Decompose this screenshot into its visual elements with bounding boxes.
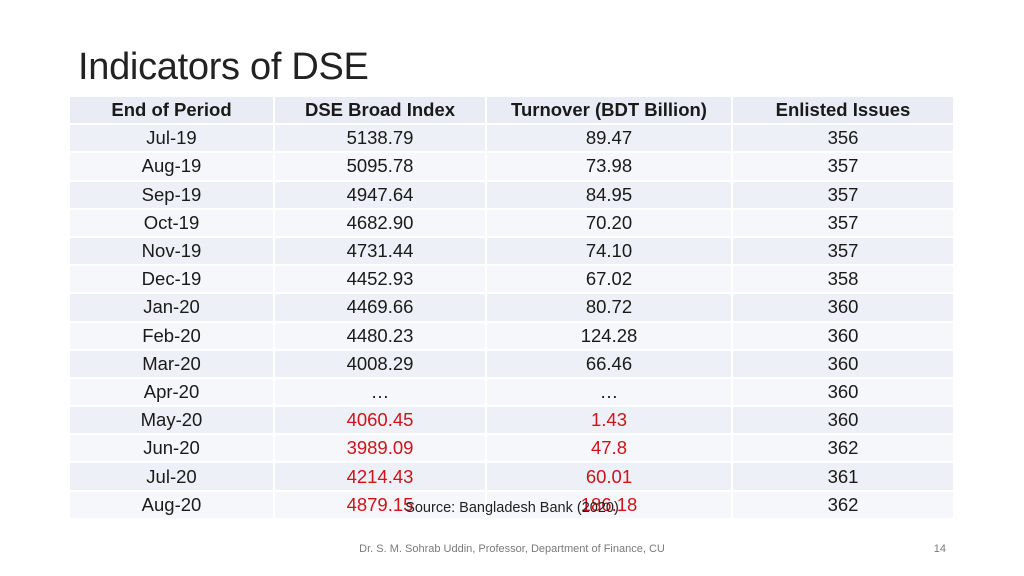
cell-period: Aug-19 [70, 152, 275, 182]
cell-turnover: … [486, 377, 733, 408]
header-dse-broad-index: DSE Broad Index [274, 97, 487, 126]
header-end-of-period: End of Period [70, 97, 275, 126]
cell-enlisted-issues: 362 [732, 490, 955, 520]
cell-period: Feb-20 [70, 321, 275, 351]
cell-turnover: 186.18 [486, 490, 733, 520]
cell-enlisted-issues: 361 [732, 462, 955, 492]
cell-turnover: 67.02 [486, 265, 733, 295]
cell-broad-index: 4480.23 [274, 321, 487, 351]
cell-enlisted-issues: 357 [732, 180, 955, 210]
cell-turnover: 73.98 [486, 152, 733, 182]
cell-period: Nov-19 [70, 236, 275, 267]
cell-enlisted-issues: 357 [732, 236, 955, 267]
table-row: Sep-19 4947.64 84.95 357 [70, 180, 955, 210]
cell-turnover: 1.43 [486, 406, 733, 436]
table-row: Mar-20 4008.29 66.46 360 [70, 349, 955, 379]
cell-broad-index: 4452.93 [274, 265, 487, 295]
cell-broad-index: 4060.45 [274, 406, 487, 436]
table-row: Jul-20 4214.43 60.01 361 [70, 462, 955, 492]
cell-period: Apr-20 [70, 377, 275, 408]
cell-period: Dec-19 [70, 265, 275, 295]
cell-broad-index: 3989.09 [274, 434, 487, 464]
table-row: May-20 4060.45 1.43 360 [70, 406, 955, 436]
cell-broad-index: 4008.29 [274, 349, 487, 379]
cell-enlisted-issues: 358 [732, 265, 955, 295]
cell-period: Sep-19 [70, 180, 275, 210]
cell-turnover: 84.95 [486, 180, 733, 210]
cell-broad-index: 4469.66 [274, 293, 487, 323]
table-body: Jul-19 5138.79 89.47 356 Aug-19 5095.78 73.98 3… [70, 124, 955, 520]
cell-turnover: 74.10 [486, 236, 733, 267]
cell-enlisted-issues: 356 [732, 124, 955, 154]
cell-broad-index: 4214.43 [274, 462, 487, 492]
page-number: 14 [933, 543, 946, 555]
cell-turnover: 47.8 [486, 434, 733, 464]
dse-indicators-table: End of Period DSE Broad Index Turnover (… [70, 97, 955, 520]
cell-period: Aug-20 [70, 490, 275, 520]
header-enlisted-issues: Enlisted Issues [732, 97, 955, 126]
cell-turnover: 89.47 [486, 124, 733, 154]
slide-title: Indicators of DSE [78, 46, 369, 88]
cell-period: May-20 [70, 406, 275, 436]
table-row: Dec-19 4452.93 67.02 358 [70, 265, 955, 295]
footer-author: Dr. S. M. Sohrab Uddin, Professor, Depar… [359, 543, 665, 555]
table-row: Jul-19 5138.79 89.47 356 [70, 124, 955, 154]
cell-enlisted-issues: 360 [732, 293, 955, 323]
cell-turnover: 60.01 [486, 462, 733, 492]
cell-period: Mar-20 [70, 349, 275, 379]
cell-period: Oct-19 [70, 208, 275, 238]
table-row: Aug-20 4879.15 186.18 362 [70, 490, 955, 520]
cell-turnover: 66.46 [486, 349, 733, 379]
cell-broad-index: 4879.15 [274, 490, 487, 520]
cell-period: Jan-20 [70, 293, 275, 323]
cell-enlisted-issues: 360 [732, 377, 955, 408]
cell-enlisted-issues: 357 [732, 152, 955, 182]
cell-turnover: 70.20 [486, 208, 733, 238]
cell-enlisted-issues: 360 [732, 321, 955, 351]
cell-period: Jun-20 [70, 434, 275, 464]
cell-broad-index: 5095.78 [274, 152, 487, 182]
cell-broad-index: 4682.90 [274, 208, 487, 238]
table-row: Jun-20 3989.09 47.8 362 [70, 434, 955, 464]
cell-enlisted-issues: 360 [732, 406, 955, 436]
cell-enlisted-issues: 357 [732, 208, 955, 238]
cell-broad-index: 4731.44 [274, 236, 487, 267]
cell-enlisted-issues: 360 [732, 349, 955, 379]
table-row: Aug-19 5095.78 73.98 357 [70, 152, 955, 182]
cell-broad-index: 4947.64 [274, 180, 487, 210]
cell-broad-index: … [274, 377, 487, 408]
cell-turnover: 80.72 [486, 293, 733, 323]
cell-enlisted-issues: 362 [732, 434, 955, 464]
table-row: Jan-20 4469.66 80.72 360 [70, 293, 955, 323]
source-note: Source: Bangladesh Bank (2020) [405, 500, 619, 516]
table-row: Oct-19 4682.90 70.20 357 [70, 208, 955, 238]
table-header-row: End of Period DSE Broad Index Turnover (… [70, 97, 955, 126]
cell-turnover: 124.28 [486, 321, 733, 351]
cell-broad-index: 5138.79 [274, 124, 487, 154]
cell-period: Jul-19 [70, 124, 275, 154]
table-row: Apr-20…… 360 [70, 377, 955, 408]
header-turnover: Turnover (BDT Billion) [486, 97, 733, 126]
cell-period: Jul-20 [70, 462, 275, 492]
table-row: Feb-20 4480.23 124.28 360 [70, 321, 955, 351]
table-row: Nov-19 4731.44 74.10 357 [70, 236, 955, 267]
